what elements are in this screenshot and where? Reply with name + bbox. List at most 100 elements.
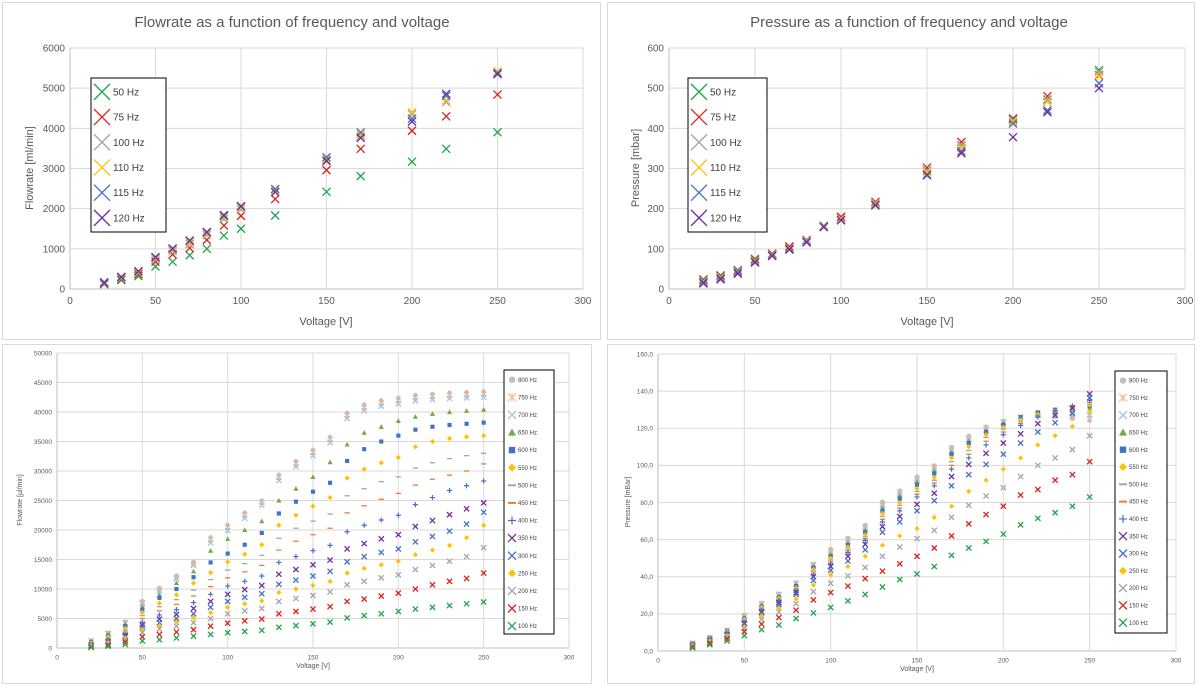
y-axis-label: Pressure [mbar] xyxy=(630,129,642,207)
data-point xyxy=(1069,446,1076,453)
data-point xyxy=(242,562,248,565)
data-point xyxy=(493,66,502,76)
data-point xyxy=(879,553,886,560)
data-point xyxy=(173,598,180,601)
legend-marker xyxy=(508,569,516,578)
data-point xyxy=(863,530,868,535)
x-tick-label: 150 xyxy=(308,655,319,662)
data-point xyxy=(1035,411,1041,417)
series-800-hz xyxy=(690,413,1092,645)
data-point xyxy=(413,427,418,432)
data-point xyxy=(395,545,402,552)
series-75-hz xyxy=(99,90,502,288)
legend: 50 Hz 75 Hz 100 Hz 110 Hz 115 Hz 120 Hz xyxy=(687,77,768,233)
data-point xyxy=(1052,419,1059,426)
data-point xyxy=(259,573,265,579)
x-tick-label: 0 xyxy=(666,296,672,307)
data-point xyxy=(122,635,128,641)
y-tick-label: 20000 xyxy=(34,527,52,534)
data-point xyxy=(361,553,368,560)
data-point xyxy=(931,497,938,504)
data-point xyxy=(327,439,334,446)
data-point xyxy=(480,509,487,516)
x-tick-label: 0 xyxy=(656,658,660,665)
legend-label: 150 Hz xyxy=(518,607,537,613)
data-point xyxy=(361,595,368,603)
data-point xyxy=(1000,424,1006,430)
data-point xyxy=(464,455,470,457)
data-point xyxy=(356,171,366,181)
data-point xyxy=(758,621,765,628)
data-point xyxy=(480,394,487,401)
legend-marker xyxy=(1118,393,1128,403)
legend-marker xyxy=(93,184,111,202)
data-point xyxy=(310,489,316,494)
data-point xyxy=(750,255,760,265)
data-point xyxy=(276,472,281,477)
data-point xyxy=(1008,132,1018,142)
series-150-hz xyxy=(88,570,487,650)
legend-marker xyxy=(1118,583,1128,593)
legend-marker xyxy=(690,184,708,202)
data-point xyxy=(293,540,299,542)
data-point xyxy=(361,407,368,414)
data-point xyxy=(447,422,452,428)
y-tick-label: 3000 xyxy=(43,164,66,175)
data-point xyxy=(948,473,955,480)
data-point xyxy=(1017,440,1024,447)
legend-marker xyxy=(1119,483,1127,486)
data-point xyxy=(956,146,966,156)
data-point xyxy=(185,237,195,247)
data-point xyxy=(983,450,990,457)
legend-marker xyxy=(1119,428,1127,436)
data-point xyxy=(173,623,180,630)
legend-marker xyxy=(93,209,111,227)
data-point xyxy=(845,550,851,556)
data-point xyxy=(896,576,903,583)
data-point xyxy=(173,603,180,605)
series-550-hz xyxy=(689,402,1093,647)
data-point xyxy=(412,467,418,469)
y-tick-label: 45000 xyxy=(34,380,52,387)
series-650-hz xyxy=(689,405,1093,646)
data-point xyxy=(139,637,146,644)
data-point xyxy=(395,418,401,423)
data-point xyxy=(412,484,418,486)
data-point xyxy=(879,568,886,575)
data-point xyxy=(446,409,453,415)
data-point xyxy=(931,490,938,497)
legend-label: 650 Hz xyxy=(1129,431,1148,437)
legend-label: 300 Hz xyxy=(1129,552,1148,558)
data-point xyxy=(327,618,334,626)
data-point xyxy=(463,600,470,607)
y-tick-label: 20,0 xyxy=(640,611,653,618)
data-point xyxy=(1086,432,1093,439)
y-tick-label: 300 xyxy=(647,164,664,175)
data-point xyxy=(802,237,812,247)
data-point xyxy=(88,644,95,651)
data-point xyxy=(966,441,971,446)
data-point xyxy=(379,439,384,444)
data-point xyxy=(395,558,401,564)
data-point xyxy=(310,534,316,536)
data-point xyxy=(173,634,180,642)
data-point xyxy=(173,575,180,583)
data-point xyxy=(819,222,829,232)
legend-label: 650 Hz xyxy=(518,431,537,437)
data-point xyxy=(481,478,487,484)
data-point xyxy=(139,600,146,607)
legend-label: 200 Hz xyxy=(1129,586,1148,592)
data-point xyxy=(356,129,366,139)
data-point xyxy=(827,589,834,596)
data-point xyxy=(156,612,162,618)
data-point xyxy=(983,432,989,438)
data-point xyxy=(793,600,800,607)
data-point xyxy=(983,511,990,518)
data-point xyxy=(1034,420,1041,427)
data-point xyxy=(207,604,214,611)
legend-marker xyxy=(1118,600,1128,610)
data-point xyxy=(156,626,163,633)
data-point xyxy=(897,507,903,509)
data-point xyxy=(344,529,350,535)
